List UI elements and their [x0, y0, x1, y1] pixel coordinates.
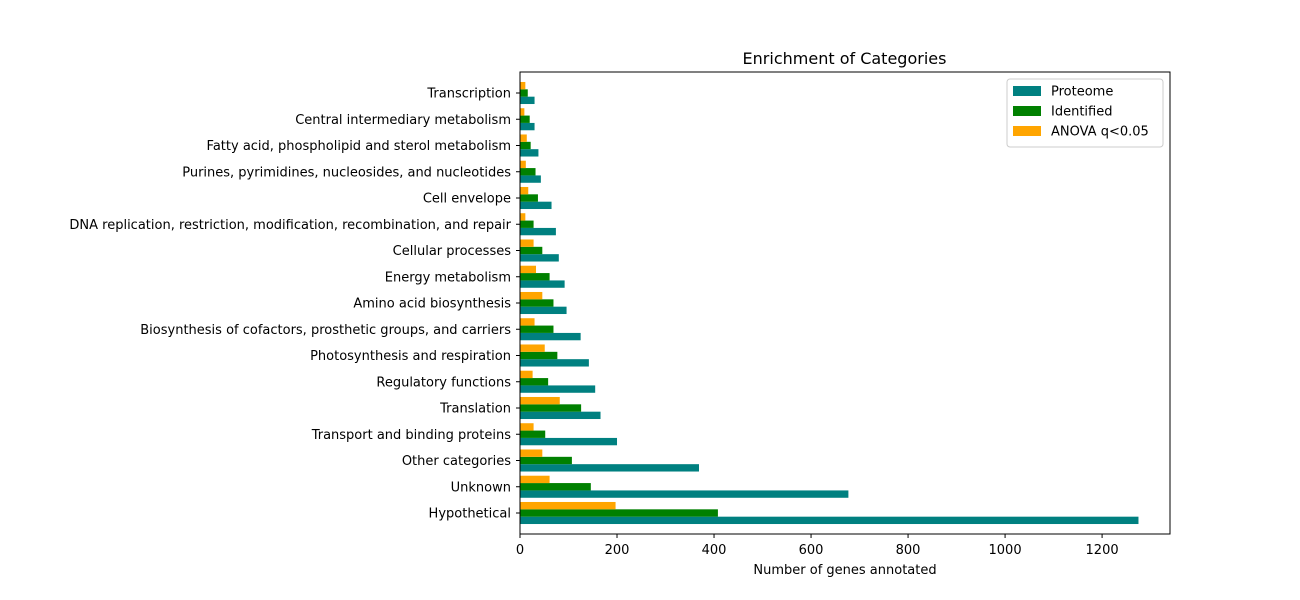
- y-tick-label-11: DNA replication, restriction, modificati…: [69, 218, 511, 233]
- bar-anova-q-0-05-4: [520, 396, 560, 405]
- y-tick-label-4: Translation: [439, 402, 511, 417]
- x-tick-label-2: 400: [702, 543, 727, 558]
- legend-label-1: Identified: [1051, 105, 1112, 120]
- bar-anova-q-0-05-7: [520, 318, 535, 326]
- bar-proteome-0: [520, 516, 1139, 525]
- y-tick-label-3: Transport and binding proteins: [311, 428, 512, 443]
- legend-swatch-1: [1013, 106, 1041, 116]
- y-tick-label-15: Central intermediary metabolism: [295, 113, 511, 128]
- axis-layer: 0 200 400 600 800 1000 1200 Hypothetical Unknown…: [69, 87, 1118, 559]
- bar-anova-q-0-05-11: [520, 213, 526, 221]
- bar-identified-11: [520, 220, 534, 228]
- x-tick-label-6: 1200: [1086, 543, 1119, 558]
- bar-anova-q-0-05-15: [520, 108, 525, 116]
- y-tick-label-10: Cellular processes: [393, 244, 512, 259]
- y-tick-label-9: Energy metabolism: [385, 270, 511, 285]
- bar-proteome-16: [520, 96, 535, 105]
- bar-anova-q-0-05-8: [520, 291, 543, 300]
- bar-proteome-9: [520, 280, 565, 288]
- bar-anova-q-0-05-6: [520, 344, 545, 352]
- y-tick-label-7: Biosynthesis of cofactors, prosthetic gr…: [140, 323, 511, 338]
- legend: Proteome Identified ANOVA q<0.05: [1006, 78, 1164, 148]
- bar-identified-14: [520, 141, 531, 150]
- bar-proteome-6: [520, 359, 589, 367]
- bar-identified-0: [520, 509, 718, 517]
- y-tick-label-12: Cell envelope: [423, 192, 511, 207]
- y-tick-label-5: Regulatory functions: [376, 375, 511, 390]
- x-tick-label-0: 0: [516, 543, 524, 558]
- bar-identified-3: [520, 430, 546, 438]
- bar-proteome-15: [520, 122, 535, 131]
- bar-anova-q-0-05-0: [520, 501, 616, 510]
- bar-proteome-13: [520, 175, 541, 183]
- bar-anova-q-0-05-14: [520, 134, 527, 142]
- bar-proteome-12: [520, 201, 552, 210]
- y-tick-label-8: Amino acid biosynthesis: [353, 297, 511, 312]
- bar-anova-q-0-05-10: [520, 239, 534, 247]
- bars-layer: [520, 81, 1139, 525]
- bar-anova-q-0-05-9: [520, 265, 537, 274]
- y-tick-label-1: Unknown: [451, 480, 511, 495]
- bar-proteome-3: [520, 437, 618, 446]
- chart-title: Enrichment of Categories: [743, 49, 947, 68]
- legend-label-0: Proteome: [1051, 85, 1113, 100]
- bar-identified-7: [520, 325, 554, 333]
- y-tick-label-14: Fatty acid, phospholipid and sterol meta…: [207, 139, 511, 154]
- y-tick-label-16: Transcription: [426, 87, 511, 102]
- legend-box: [1006, 78, 1164, 148]
- y-tick-label-13: Purines, pyrimidines, nucleosides, and n…: [182, 165, 511, 180]
- bar-proteome-10: [520, 254, 559, 262]
- bar-identified-16: [520, 89, 528, 97]
- bar-proteome-4: [520, 411, 601, 420]
- y-tick-label-6: Photosynthesis and respiration: [310, 349, 511, 364]
- bar-proteome-7: [520, 332, 581, 341]
- bar-identified-15: [520, 115, 530, 123]
- bar-anova-q-0-05-2: [520, 449, 543, 457]
- bar-identified-12: [520, 194, 538, 202]
- bar-identified-1: [520, 483, 591, 491]
- bar-proteome-8: [520, 306, 567, 315]
- bar-identified-9: [520, 273, 550, 281]
- bar-identified-8: [520, 299, 554, 307]
- bar-anova-q-0-05-5: [520, 370, 533, 379]
- bar-identified-5: [520, 378, 549, 386]
- x-tick-label-4: 800: [896, 543, 921, 558]
- bar-identified-10: [520, 246, 543, 255]
- bar-identified-4: [520, 404, 582, 412]
- bar-identified-6: [520, 351, 558, 360]
- bar-proteome-11: [520, 227, 556, 236]
- y-tick-label-0: Hypothetical: [429, 507, 511, 522]
- x-axis-label: Number of genes annotated: [753, 563, 936, 578]
- y-tick-label-2: Other categories: [402, 454, 511, 469]
- bar-identified-13: [520, 168, 536, 176]
- bar-proteome-1: [520, 490, 849, 498]
- bar-identified-2: [520, 456, 572, 465]
- x-tick-label-5: 1000: [989, 543, 1022, 558]
- bar-anova-q-0-05-3: [520, 423, 534, 431]
- x-tick-label-3: 600: [799, 543, 824, 558]
- bar-anova-q-0-05-12: [520, 186, 529, 195]
- bar-proteome-2: [520, 464, 699, 472]
- bar-anova-q-0-05-13: [520, 160, 526, 169]
- x-tick-label-1: 200: [605, 543, 630, 558]
- bar-proteome-14: [520, 149, 539, 157]
- legend-swatch-2: [1013, 126, 1041, 136]
- legend-swatch-0: [1013, 86, 1041, 96]
- bar-anova-q-0-05-1: [520, 475, 550, 484]
- bar-proteome-5: [520, 385, 596, 393]
- bar-anova-q-0-05-16: [520, 81, 526, 90]
- legend-label-2: ANOVA q<0.05: [1051, 125, 1149, 140]
